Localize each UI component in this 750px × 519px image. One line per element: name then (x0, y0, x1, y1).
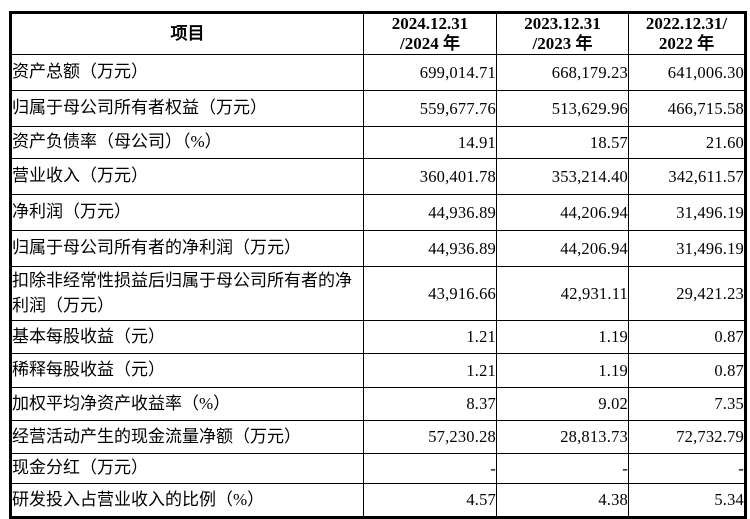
row-label: 资产总额（万元） (10, 54, 364, 91)
value-2023: 44,206.94 (496, 194, 629, 231)
value-2022: 5.34 (628, 483, 746, 518)
value-2022: 641,006.30 (628, 54, 746, 91)
value-2023: 1.19 (496, 353, 629, 388)
row-label: 净利润（万元） (10, 194, 364, 231)
value-2022: 342,611.57 (628, 158, 746, 195)
value-2024: 4.57 (363, 483, 497, 518)
table-row-cash-dividend: 现金分红（万元） - - - (10, 453, 746, 484)
value-2024: 44,936.89 (363, 194, 497, 231)
value-2023: 28,813.73 (496, 420, 629, 454)
row-label: 扣除非经常性损益后归属于母公司所有者的净利润（万元） (10, 266, 364, 321)
value-2024: 14.91 (363, 126, 497, 159)
value-2022: 31,496.19 (628, 230, 746, 267)
value-2023: 353,214.40 (496, 158, 629, 195)
value-2023: 4.38 (496, 483, 629, 518)
table-row-rd-ratio: 研发投入占营业收入的比例（%） 4.57 4.38 5.34 (10, 483, 746, 518)
value-2024: 43,916.66 (363, 266, 497, 321)
value-2024: 1.21 (363, 353, 497, 388)
table-row-weighted-roe: 加权平均净资产收益率（%） 8.37 9.02 7.35 (10, 387, 746, 421)
value-2023: 44,206.94 (496, 230, 629, 267)
table-row-revenue: 营业收入（万元） 360,401.78 353,214.40 342,611.5… (10, 158, 746, 195)
row-label: 现金分红（万元） (10, 453, 364, 484)
header-period-2022: 2022.12.31/ 2022 年 (628, 12, 746, 55)
row-label: 营业收入（万元） (10, 158, 364, 195)
financial-summary-table-container: 项目 2024.12.31 /2024 年 2023.12.31 /2023 年… (9, 11, 747, 519)
value-2022: 72,732.79 (628, 420, 746, 454)
row-label: 稀释每股收益（元） (10, 353, 364, 388)
value-2023: 9.02 (496, 387, 629, 421)
row-label: 研发投入占营业收入的比例（%） (10, 483, 364, 518)
value-2024: 1.21 (363, 320, 497, 354)
value-2022: 0.87 (628, 320, 746, 354)
row-label: 基本每股收益（元） (10, 320, 364, 354)
value-2023: 513,629.96 (496, 90, 629, 127)
row-label: 资产负债率（母公司）（%） (10, 126, 364, 159)
table-row-debt-ratio: 资产负债率（母公司）（%） 14.91 18.57 21.60 (10, 126, 746, 159)
value-2024: 559,677.76 (363, 90, 497, 127)
value-2022: 29,421.23 (628, 266, 746, 321)
financial-summary-table: 项目 2024.12.31 /2024 年 2023.12.31 /2023 年… (9, 11, 747, 519)
value-2022: 0.87 (628, 353, 746, 388)
header-period-2023: 2023.12.31 /2023 年 (496, 12, 629, 55)
value-2022: 466,715.58 (628, 90, 746, 127)
value-2024: 44,936.89 (363, 230, 497, 267)
table-row-basic-eps: 基本每股收益（元） 1.21 1.19 0.87 (10, 320, 746, 354)
table-row-net-profit: 净利润（万元） 44,936.89 44,206.94 31,496.19 (10, 194, 746, 231)
table-row-operating-cash-flow: 经营活动产生的现金流量净额（万元） 57,230.28 28,813.73 72… (10, 420, 746, 454)
table-row-diluted-eps: 稀释每股收益（元） 1.21 1.19 0.87 (10, 353, 746, 388)
value-2023: 42,931.11 (496, 266, 629, 321)
value-2024: 360,401.78 (363, 158, 497, 195)
value-2022: 31,496.19 (628, 194, 746, 231)
table-row-deducted-net-profit: 扣除非经常性损益后归属于母公司所有者的净利润（万元） 43,916.66 42,… (10, 266, 746, 321)
row-label: 经营活动产生的现金流量净额（万元） (10, 420, 364, 454)
row-label: 加权平均净资产收益率（%） (10, 387, 364, 421)
value-2022: 21.60 (628, 126, 746, 159)
header-item-label: 项目 (170, 24, 205, 43)
value-2024: 699,014.71 (363, 54, 497, 91)
header-period-2024: 2024.12.31 /2024 年 (363, 12, 497, 55)
value-2023: 668,179.23 (496, 54, 629, 91)
table-row-total-assets: 资产总额（万元） 699,014.71 668,179.23 641,006.3… (10, 54, 746, 91)
value-2023: 1.19 (496, 320, 629, 354)
value-2024: - (363, 453, 497, 484)
table-row-parent-net-profit: 归属于母公司所有者的净利润（万元） 44,936.89 44,206.94 31… (10, 230, 746, 267)
value-2023: 18.57 (496, 126, 629, 159)
row-label: 归属于母公司所有者的净利润（万元） (10, 230, 364, 267)
header-item-column: 项目 (10, 12, 364, 55)
row-label: 归属于母公司所有者权益（万元） (10, 90, 364, 127)
value-2022: 7.35 (628, 387, 746, 421)
value-2024: 8.37 (363, 387, 497, 421)
table-row-parent-equity: 归属于母公司所有者权益（万元） 559,677.76 513,629.96 46… (10, 90, 746, 127)
value-2023: - (496, 453, 629, 484)
value-2024: 57,230.28 (363, 420, 497, 454)
value-2022: - (628, 453, 746, 484)
table-header-row: 项目 2024.12.31 /2024 年 2023.12.31 /2023 年… (10, 12, 746, 55)
